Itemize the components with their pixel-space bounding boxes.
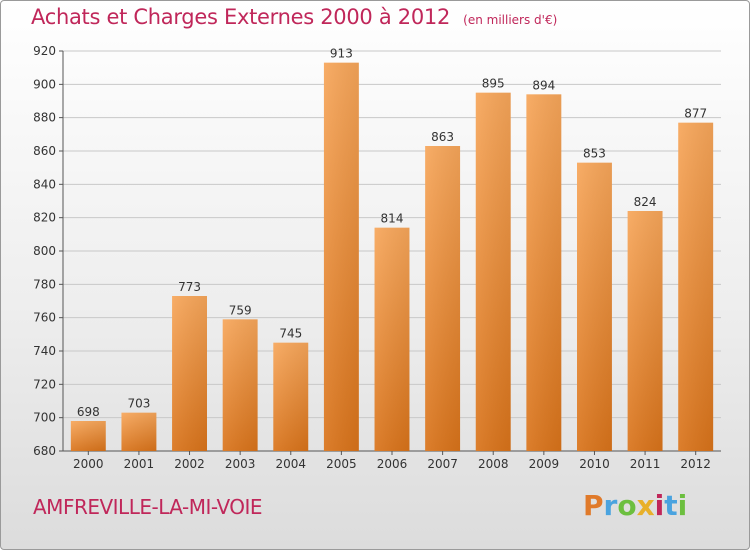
- bar-shade: [172, 296, 208, 451]
- brand-letter: i: [654, 489, 665, 522]
- bar-shade: [475, 92, 511, 452]
- brand-letter: o: [617, 489, 637, 522]
- bars: [70, 62, 714, 452]
- bar-shade: [678, 122, 714, 452]
- data-label: 698: [77, 405, 100, 419]
- data-label: 745: [279, 327, 302, 341]
- x-tick-label: 2012: [680, 457, 711, 471]
- x-tick-label: 2008: [478, 457, 509, 471]
- x-tick-label: 2006: [377, 457, 408, 471]
- brand-letter: P: [583, 489, 604, 522]
- bar-shade: [425, 146, 461, 451]
- brand-logo: Proxiti: [583, 489, 687, 522]
- x-tick-label: 2007: [427, 457, 458, 471]
- data-label: 863: [431, 130, 454, 144]
- bar-shade: [222, 319, 258, 451]
- x-tick-label: 2011: [630, 457, 661, 471]
- y-tick-label: 800: [33, 244, 56, 258]
- labels: 680 700 720 740 760 780 800 820 840 860 880 900 920 6…: [33, 44, 711, 471]
- bar-shade: [273, 342, 309, 451]
- data-label: 759: [229, 303, 252, 317]
- bar-shade: [121, 412, 157, 451]
- y-tick-label: 880: [33, 111, 56, 125]
- data-label: 877: [684, 107, 707, 121]
- chart-title: Achats et Charges Externes 2000 à 2012: [31, 5, 451, 29]
- data-label: 703: [127, 397, 150, 411]
- title-row: Achats et Charges Externes 2000 à 2012 (…: [31, 5, 557, 29]
- brand-letter: t: [664, 489, 678, 522]
- brand-letter: r: [603, 489, 618, 522]
- x-tick-label: 2002: [174, 457, 205, 471]
- x-tick-label: 2001: [124, 457, 155, 471]
- data-label: 824: [634, 195, 657, 209]
- brand-letter: x: [636, 489, 655, 522]
- bar-shade: [627, 211, 663, 451]
- bar-shade: [576, 162, 612, 451]
- x-tick-label: 2004: [275, 457, 306, 471]
- data-label: 773: [178, 280, 201, 294]
- y-tick-label: 720: [33, 377, 56, 391]
- y-tick-label: 820: [33, 211, 56, 225]
- x-tick-label: 2010: [579, 457, 610, 471]
- y-tick-label: 900: [33, 77, 56, 91]
- bar-shade: [374, 227, 410, 451]
- y-tick-label: 680: [33, 444, 56, 458]
- y-tick-label: 700: [33, 411, 56, 425]
- bar-shade: [70, 421, 106, 451]
- data-label: 894: [532, 78, 555, 92]
- y-tick-label: 740: [33, 344, 56, 358]
- x-tick-label: 2000: [73, 457, 104, 471]
- place-name: AMFREVILLE-LA-MI-VOIE: [33, 495, 263, 519]
- y-tick-label: 760: [33, 311, 56, 325]
- y-tick-label: 780: [33, 277, 56, 291]
- brand-letter: i: [677, 489, 688, 522]
- data-label: 913: [330, 47, 353, 61]
- x-tick-label: 2009: [529, 457, 560, 471]
- chart-subtitle: (en milliers d'€): [463, 13, 558, 27]
- x-tick-label: 2003: [225, 457, 256, 471]
- bar-shade: [526, 94, 562, 451]
- bar-shade: [323, 62, 359, 452]
- y-tick-label: 840: [33, 177, 56, 191]
- x-tick-label: 2005: [326, 457, 357, 471]
- data-label: 895: [482, 77, 505, 91]
- data-label: 853: [583, 147, 606, 161]
- data-label: 814: [381, 212, 404, 226]
- y-tick-label: 920: [33, 44, 56, 58]
- y-tick-label: 860: [33, 144, 56, 158]
